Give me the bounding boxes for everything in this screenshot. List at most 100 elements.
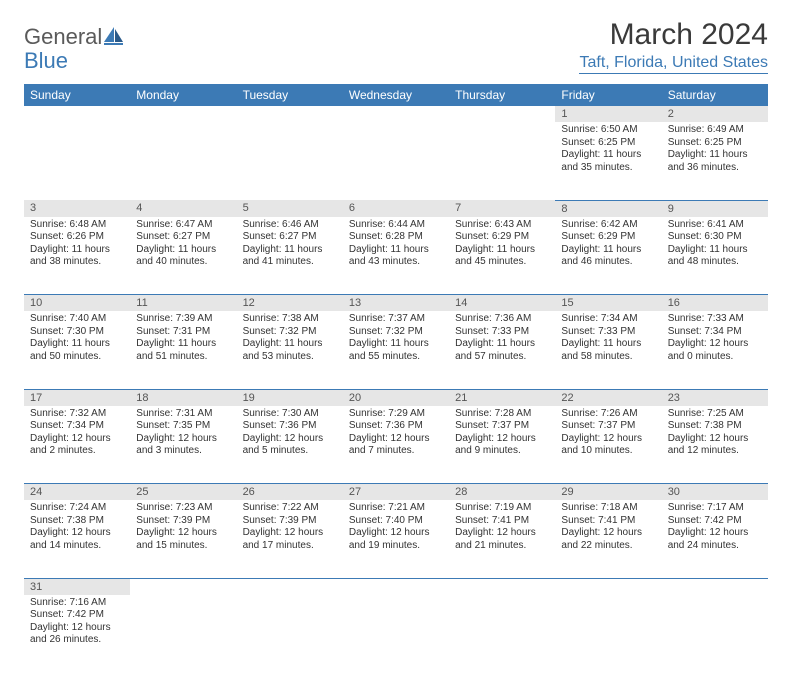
day-number-cell: 9 (662, 200, 768, 217)
location-link[interactable]: Taft, Florida, United States (579, 54, 768, 74)
day-number-cell: 3 (24, 200, 130, 217)
day-number-cell: 29 (555, 484, 661, 501)
day-header: Tuesday (237, 84, 343, 106)
day-cell: Sunrise: 7:19 AMSunset: 7:41 PMDaylight:… (449, 500, 555, 578)
day-details: Sunrise: 7:32 AMSunset: 7:34 PMDaylight:… (24, 406, 130, 462)
day-cell (130, 595, 236, 673)
day-cell: Sunrise: 7:29 AMSunset: 7:36 PMDaylight:… (343, 406, 449, 484)
day-cell: Sunrise: 7:37 AMSunset: 7:32 PMDaylight:… (343, 311, 449, 389)
day-details: Sunrise: 7:21 AMSunset: 7:40 PMDaylight:… (343, 500, 449, 556)
day-number-row: 24252627282930 (24, 484, 768, 501)
day-header: Thursday (449, 84, 555, 106)
day-details: Sunrise: 6:47 AMSunset: 6:27 PMDaylight:… (130, 217, 236, 273)
day-cell: Sunrise: 7:40 AMSunset: 7:30 PMDaylight:… (24, 311, 130, 389)
day-cell (662, 595, 768, 673)
day-details: Sunrise: 7:19 AMSunset: 7:41 PMDaylight:… (449, 500, 555, 556)
day-cell: Sunrise: 7:25 AMSunset: 7:38 PMDaylight:… (662, 406, 768, 484)
day-details: Sunrise: 7:38 AMSunset: 7:32 PMDaylight:… (237, 311, 343, 367)
day-details: Sunrise: 7:22 AMSunset: 7:39 PMDaylight:… (237, 500, 343, 556)
day-header: Sunday (24, 84, 130, 106)
day-number-cell (24, 106, 130, 122)
day-number-cell: 6 (343, 200, 449, 217)
day-cell: Sunrise: 6:48 AMSunset: 6:26 PMDaylight:… (24, 217, 130, 295)
day-cell: Sunrise: 7:32 AMSunset: 7:34 PMDaylight:… (24, 406, 130, 484)
day-number-cell: 31 (24, 578, 130, 595)
day-number-cell: 28 (449, 484, 555, 501)
day-number-row: 12 (24, 106, 768, 122)
day-details: Sunrise: 6:42 AMSunset: 6:29 PMDaylight:… (555, 217, 661, 273)
day-number-row: 10111213141516 (24, 295, 768, 312)
day-cell: Sunrise: 7:17 AMSunset: 7:42 PMDaylight:… (662, 500, 768, 578)
day-cell: Sunrise: 7:23 AMSunset: 7:39 PMDaylight:… (130, 500, 236, 578)
day-content-row: Sunrise: 7:16 AMSunset: 7:42 PMDaylight:… (24, 595, 768, 673)
day-number-cell: 20 (343, 389, 449, 406)
day-number-cell: 22 (555, 389, 661, 406)
day-content-row: Sunrise: 7:24 AMSunset: 7:38 PMDaylight:… (24, 500, 768, 578)
day-number-cell (449, 106, 555, 122)
day-cell: Sunrise: 7:18 AMSunset: 7:41 PMDaylight:… (555, 500, 661, 578)
day-number-cell (343, 578, 449, 595)
day-number-cell: 21 (449, 389, 555, 406)
day-content-row: Sunrise: 6:50 AMSunset: 6:25 PMDaylight:… (24, 122, 768, 200)
day-number-cell: 14 (449, 295, 555, 312)
day-cell (237, 595, 343, 673)
logo-text-general: General (24, 24, 102, 50)
calendar-table: SundayMondayTuesdayWednesdayThursdayFrid… (24, 84, 768, 673)
day-number-cell: 23 (662, 389, 768, 406)
day-cell: Sunrise: 7:21 AMSunset: 7:40 PMDaylight:… (343, 500, 449, 578)
day-number-cell: 30 (662, 484, 768, 501)
day-cell: Sunrise: 6:46 AMSunset: 6:27 PMDaylight:… (237, 217, 343, 295)
day-details: Sunrise: 6:44 AMSunset: 6:28 PMDaylight:… (343, 217, 449, 273)
day-cell: Sunrise: 6:41 AMSunset: 6:30 PMDaylight:… (662, 217, 768, 295)
title-block: March 2024 Taft, Florida, United States (579, 18, 768, 74)
day-details: Sunrise: 7:23 AMSunset: 7:39 PMDaylight:… (130, 500, 236, 556)
day-number-cell: 11 (130, 295, 236, 312)
day-number-cell: 7 (449, 200, 555, 217)
day-details: Sunrise: 7:30 AMSunset: 7:36 PMDaylight:… (237, 406, 343, 462)
day-cell: Sunrise: 6:44 AMSunset: 6:28 PMDaylight:… (343, 217, 449, 295)
day-number-cell: 8 (555, 200, 661, 217)
day-cell: Sunrise: 7:22 AMSunset: 7:39 PMDaylight:… (237, 500, 343, 578)
day-number-cell: 13 (343, 295, 449, 312)
day-details: Sunrise: 6:43 AMSunset: 6:29 PMDaylight:… (449, 217, 555, 273)
day-cell (237, 122, 343, 200)
day-details: Sunrise: 7:28 AMSunset: 7:37 PMDaylight:… (449, 406, 555, 462)
day-header: Friday (555, 84, 661, 106)
day-cell (130, 122, 236, 200)
day-cell (343, 595, 449, 673)
day-number-cell: 4 (130, 200, 236, 217)
day-number-cell (662, 578, 768, 595)
day-details: Sunrise: 7:31 AMSunset: 7:35 PMDaylight:… (130, 406, 236, 462)
sail-icon (104, 27, 124, 45)
day-content-row: Sunrise: 7:40 AMSunset: 7:30 PMDaylight:… (24, 311, 768, 389)
day-number-row: 31 (24, 578, 768, 595)
day-cell: Sunrise: 7:33 AMSunset: 7:34 PMDaylight:… (662, 311, 768, 389)
day-number-row: 17181920212223 (24, 389, 768, 406)
day-number-cell: 16 (662, 295, 768, 312)
day-number-cell: 19 (237, 389, 343, 406)
day-number-cell: 24 (24, 484, 130, 501)
day-details: Sunrise: 6:49 AMSunset: 6:25 PMDaylight:… (662, 122, 768, 178)
day-details: Sunrise: 6:50 AMSunset: 6:25 PMDaylight:… (555, 122, 661, 178)
day-details: Sunrise: 7:37 AMSunset: 7:32 PMDaylight:… (343, 311, 449, 367)
day-cell: Sunrise: 7:26 AMSunset: 7:37 PMDaylight:… (555, 406, 661, 484)
day-details: Sunrise: 7:18 AMSunset: 7:41 PMDaylight:… (555, 500, 661, 556)
day-number-cell: 27 (343, 484, 449, 501)
day-number-cell: 1 (555, 106, 661, 122)
day-cell: Sunrise: 6:43 AMSunset: 6:29 PMDaylight:… (449, 217, 555, 295)
day-cell: Sunrise: 7:36 AMSunset: 7:33 PMDaylight:… (449, 311, 555, 389)
day-header: Saturday (662, 84, 768, 106)
day-cell: Sunrise: 6:50 AMSunset: 6:25 PMDaylight:… (555, 122, 661, 200)
day-details: Sunrise: 7:26 AMSunset: 7:37 PMDaylight:… (555, 406, 661, 462)
day-details: Sunrise: 7:39 AMSunset: 7:31 PMDaylight:… (130, 311, 236, 367)
day-details: Sunrise: 7:34 AMSunset: 7:33 PMDaylight:… (555, 311, 661, 367)
header: General March 2024 Taft, Florida, United… (0, 0, 792, 78)
logo: General (24, 24, 124, 50)
day-details: Sunrise: 6:48 AMSunset: 6:26 PMDaylight:… (24, 217, 130, 273)
day-details: Sunrise: 6:46 AMSunset: 6:27 PMDaylight:… (237, 217, 343, 273)
day-header: Monday (130, 84, 236, 106)
day-cell: Sunrise: 7:24 AMSunset: 7:38 PMDaylight:… (24, 500, 130, 578)
day-cell: Sunrise: 7:38 AMSunset: 7:32 PMDaylight:… (237, 311, 343, 389)
day-details: Sunrise: 7:24 AMSunset: 7:38 PMDaylight:… (24, 500, 130, 556)
day-number-cell: 15 (555, 295, 661, 312)
